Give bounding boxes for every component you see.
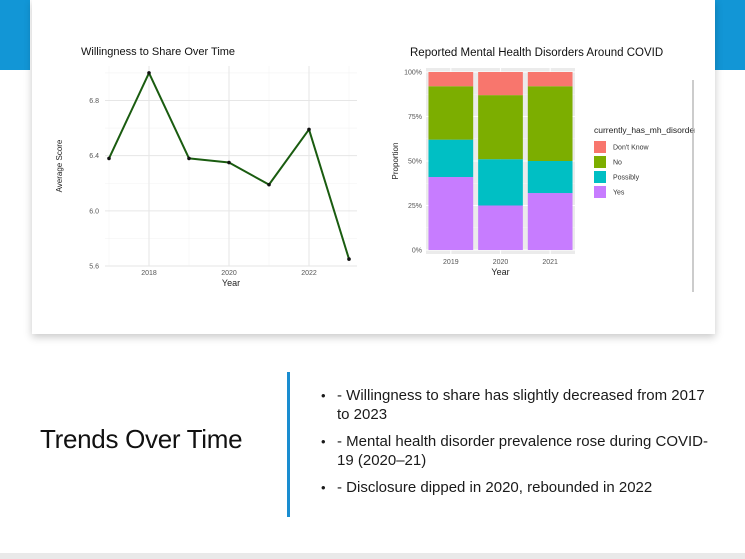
bottom-strip <box>0 553 745 559</box>
y-tick-label: 5.6 <box>89 264 99 271</box>
data-point <box>187 156 191 161</box>
data-point <box>347 257 351 261</box>
legend-swatch <box>594 156 606 168</box>
legend-swatch <box>594 171 606 183</box>
bullet-dot-icon: • <box>321 480 326 495</box>
bar-segment <box>527 72 573 87</box>
bar-segment <box>527 161 573 194</box>
bullet-dot-icon: • <box>321 434 326 449</box>
bar-segment <box>428 86 474 140</box>
y-tick-label: 50% <box>408 159 422 166</box>
bullet-text: - Disclosure dipped in 2020, rebounded i… <box>337 479 653 496</box>
y-tick-label: 100% <box>404 70 422 77</box>
y-tick-label: 25% <box>408 203 422 210</box>
legend-label: Yes <box>613 190 625 197</box>
y-axis-title: Proportion <box>391 143 400 180</box>
y-axis-title: Average Score <box>55 139 64 192</box>
data-point <box>107 156 111 161</box>
figure-card: 5.6 6.0 6.4 6.8 2018 2020 2022 Willingness to S… <box>32 0 715 334</box>
x-tick-label: 2018 <box>141 270 157 277</box>
data-point <box>267 182 271 187</box>
legend-label: Possibly <box>613 175 640 182</box>
bullet-list: • - Willingness to share has slightly dec… <box>321 386 716 505</box>
line-chart-panel: 5.6 6.0 6.4 6.8 2018 2020 2022 Willingness to S… <box>52 38 370 290</box>
legend-swatch <box>594 141 606 153</box>
vertical-divider <box>287 372 290 517</box>
bullet-text: - Mental health disorder prevalence rose… <box>337 433 709 469</box>
bar-segment <box>428 177 474 250</box>
bar-chart-panel: 0% 25% 50% 75% 100% 2019 2020 2021 Reported Ment… <box>381 40 695 292</box>
y-tick-label: 6.8 <box>89 98 99 105</box>
bullet-item: • - Mental health disorder prevalence ros… <box>321 432 716 470</box>
x-axis-title: Year <box>491 267 509 277</box>
left-accent-bar <box>0 0 30 70</box>
bullet-item: • - Willingness to share has slightly dec… <box>321 386 716 424</box>
legend-swatch <box>594 186 606 198</box>
bar-segment <box>428 72 474 87</box>
x-tick-label: 2020 <box>493 259 509 266</box>
legend-label: Don't Know <box>613 145 650 152</box>
slide-title: Trends Over Time <box>40 424 243 454</box>
x-tick-label: 2019 <box>443 259 459 266</box>
legend-label: No <box>613 160 622 167</box>
bar-segment <box>527 86 573 161</box>
right-accent-bar <box>715 0 745 70</box>
data-point <box>307 127 311 132</box>
y-tick-label: 6.0 <box>89 208 99 215</box>
bullet-item: • - Disclosure dipped in 2020, rebounded … <box>321 478 716 497</box>
line-chart: 5.6 6.0 6.4 6.8 2018 2020 2022 Willingness to S… <box>55 46 357 288</box>
stacked-bar-chart: 0% 25% 50% 75% 100% 2019 2020 2021 Reported Ment… <box>391 47 695 292</box>
chart-title: Willingness to Share Over Time <box>81 46 235 58</box>
bar-segment <box>478 95 523 160</box>
x-axis-title: Year <box>222 278 240 288</box>
legend-title: currently_has_mh_disorder <box>594 125 695 135</box>
y-tick-label: 0% <box>412 248 422 255</box>
bar-segment <box>428 139 474 178</box>
bar-segment <box>527 193 573 250</box>
y-tick-label: 75% <box>408 114 422 121</box>
data-point <box>227 160 231 165</box>
x-tick-label: 2021 <box>542 259 558 266</box>
bar-segment <box>478 159 523 206</box>
y-tick-label: 6.4 <box>89 153 99 160</box>
bullet-dot-icon: • <box>321 388 326 403</box>
x-tick-label: 2020 <box>221 270 237 277</box>
x-tick-label: 2022 <box>301 270 317 277</box>
bar-segment <box>478 205 523 250</box>
data-point <box>147 71 151 75</box>
bullet-text: - Willingness to share has slightly decr… <box>337 387 705 423</box>
chart-title: Reported Mental Health Disorders Around … <box>410 47 663 59</box>
bar-segment <box>478 72 523 96</box>
